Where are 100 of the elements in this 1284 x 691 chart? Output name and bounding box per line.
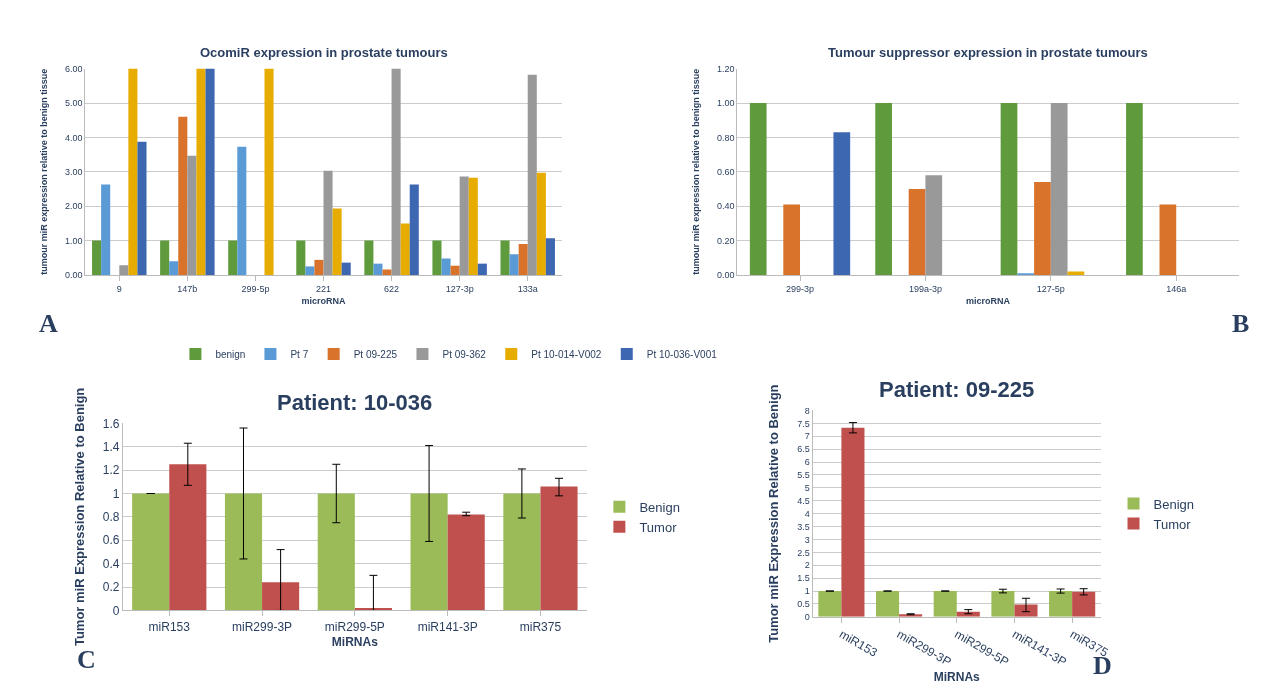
bar: [833, 132, 851, 275]
y-tick-label: 0: [112, 603, 120, 618]
bar: [933, 591, 957, 617]
y-tick-label: 6.5: [797, 444, 810, 455]
y-tick-label: 1.6: [102, 416, 120, 431]
legend-label: Pt 09-225: [353, 348, 398, 360]
y-tick-label: 0.6: [102, 533, 120, 548]
y-axis-title: tumour miR expression relative to benign tissue: [39, 68, 50, 275]
bar: [536, 172, 546, 275]
bar: [262, 582, 300, 611]
bar: [908, 189, 926, 275]
bar: [317, 493, 355, 611]
bar: [1034, 182, 1051, 275]
y-tick-label: 0.00: [716, 270, 735, 281]
bar: [237, 146, 247, 275]
x-tick-label: 221: [315, 283, 332, 294]
bar: [991, 591, 1015, 617]
bar: [818, 591, 842, 617]
bar: [169, 261, 179, 275]
bar: [364, 240, 374, 275]
bar: [527, 74, 537, 275]
x-axis-title: microRNA: [966, 295, 1011, 306]
y-tick-label: 3.00: [64, 166, 83, 177]
bar: [119, 265, 129, 275]
bar: [305, 266, 315, 275]
bar: [441, 258, 451, 275]
bar: [228, 240, 238, 275]
text: B: [1232, 309, 1250, 338]
y-tick-label: 6.00: [64, 63, 83, 74]
y-tick-label: 1.4: [102, 439, 120, 454]
x-tick-label: 299-3p: [786, 283, 815, 294]
bar: [468, 177, 478, 275]
y-axis-title: tumour miR expression relative to benign tissue: [691, 68, 702, 275]
x-tick-label: 199a-3p: [908, 283, 942, 294]
bar: [1126, 103, 1143, 275]
chart-title: OcomiR expression in prostate tumours: [200, 45, 448, 60]
bar: [224, 493, 263, 611]
bar: [400, 223, 410, 275]
text: C: [77, 645, 96, 674]
bar: [314, 259, 324, 275]
y-tick-label: 5.00: [64, 98, 83, 109]
bar: [1014, 604, 1038, 617]
y-tick-label: 1: [112, 486, 120, 501]
y-tick-label: 5: [804, 483, 810, 493]
bar: [1050, 103, 1068, 275]
legend-label: Benign: [639, 499, 680, 515]
y-tick-label: 1.20: [716, 63, 735, 74]
bar: [323, 170, 333, 275]
bar: [205, 68, 215, 275]
x-axis-title: microRNA: [301, 295, 346, 306]
text: A: [39, 309, 58, 338]
chart-title: Patient: 09-225: [879, 377, 1035, 402]
bar: [925, 175, 943, 275]
y-tick-label: 5.5: [797, 470, 810, 481]
y-tick-label: 2.00: [64, 201, 83, 212]
y-tick-label: 0.80: [716, 132, 735, 143]
bar: [410, 493, 448, 611]
y-tick-label: 7.5: [797, 418, 810, 429]
bar: [178, 116, 188, 275]
y-tick-label: 3: [804, 534, 810, 545]
bar: [518, 244, 528, 275]
bar: [875, 103, 892, 275]
y-axis-title: Tumor miR Expression Relative to Benign: [71, 387, 87, 647]
bar: [373, 263, 383, 275]
bar: [749, 103, 767, 275]
bar: [1159, 204, 1177, 275]
y-tick-label: 0.4: [102, 556, 120, 571]
legend-label: benign: [215, 348, 246, 360]
x-axis-title: MiRNAs: [933, 669, 981, 684]
bar: [132, 493, 170, 611]
y-tick-label: 0.00: [64, 270, 83, 281]
bar: [264, 68, 274, 275]
bar: [540, 486, 578, 611]
x-tick-label: 133a: [517, 283, 538, 294]
bar: [545, 238, 555, 275]
bar: [432, 240, 442, 275]
bar: [128, 68, 138, 275]
bar: [1072, 591, 1096, 617]
legend-label: Pt 09-362: [442, 348, 487, 360]
bar: [500, 240, 510, 275]
y-tick-label: 0.20: [716, 235, 735, 246]
bar: [1049, 591, 1073, 617]
y-tick-label: 0.60: [716, 166, 735, 177]
x-tick-label: 147b: [177, 283, 198, 294]
bar: [876, 591, 900, 617]
y-tick-label: 1.00: [64, 235, 83, 246]
legend-label: Tumor: [1153, 516, 1192, 532]
bar: [160, 240, 170, 275]
y-tick-label: 0.8: [102, 510, 120, 525]
bar: [332, 208, 342, 275]
y-tick-label: 4: [804, 508, 810, 519]
bar: [509, 254, 519, 275]
x-tick-label: miR153: [148, 619, 191, 634]
bar: [841, 427, 865, 617]
bar: [341, 262, 351, 275]
y-tick-label: 3.5: [797, 521, 810, 532]
y-tick-label: 0.5: [797, 599, 810, 610]
y-tick-label: 2.5: [797, 547, 810, 558]
bar: [450, 265, 460, 275]
bar: [296, 240, 306, 275]
